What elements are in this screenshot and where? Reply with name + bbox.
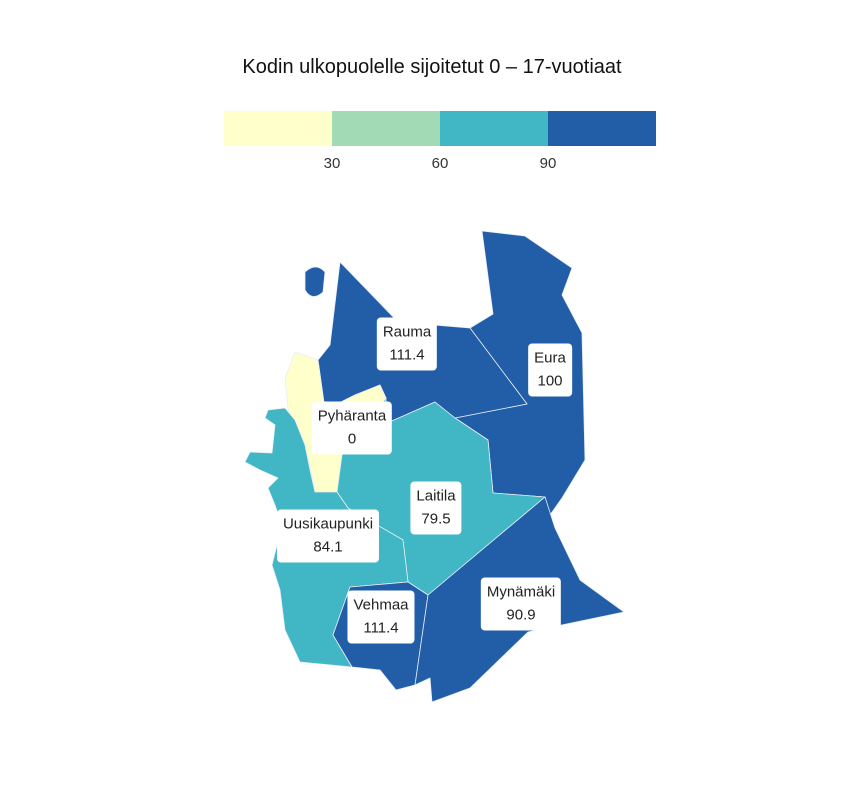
label-pyharanta-name: Pyhäranta <box>317 407 387 425</box>
label-vehmaa: Vehmaa 111.4 <box>347 590 415 644</box>
label-laitila: Laitila 79.5 <box>410 481 462 535</box>
legend-tick-90: 90 <box>539 155 557 172</box>
label-laitila-value: 79.5 <box>421 510 451 528</box>
legend-tick-30: 30 <box>323 155 341 172</box>
label-uusikaupunki-name: Uusikaupunki <box>282 515 374 533</box>
legend-swatch-mid-high <box>440 111 548 146</box>
label-eura: Eura 100 <box>528 343 572 397</box>
label-eura-name: Eura <box>534 349 566 367</box>
label-rauma-value: 111.4 <box>389 346 425 364</box>
legend-swatch-low <box>224 111 332 146</box>
label-vehmaa-name: Vehmaa <box>353 596 409 614</box>
label-rauma-name: Rauma <box>382 323 432 341</box>
map-title: Kodin ulkopuolelle sijoitetut 0 – 17-vuo… <box>242 56 622 78</box>
label-mynamaki-value: 90.9 <box>506 606 536 624</box>
legend-swatch-high <box>548 111 656 146</box>
label-pyharanta: Pyhäranta 0 <box>311 401 393 455</box>
color-legend <box>224 111 656 146</box>
legend-swatch-mid-low <box>332 111 440 146</box>
label-eura-value: 100 <box>537 372 563 390</box>
label-mynamaki-name: Mynämäki <box>486 583 556 601</box>
label-pyharanta-value: 0 <box>347 430 357 448</box>
label-mynamaki: Mynämäki 90.9 <box>480 577 562 631</box>
label-uusikaupunki-value: 84.1 <box>313 538 343 556</box>
legend-tick-60: 60 <box>431 155 449 172</box>
label-vehmaa-value: 111.4 <box>363 619 399 637</box>
label-rauma: Rauma 111.4 <box>376 317 438 371</box>
label-uusikaupunki: Uusikaupunki 84.1 <box>276 509 380 563</box>
label-laitila-name: Laitila <box>416 487 456 505</box>
region-rauma-island <box>304 266 326 297</box>
